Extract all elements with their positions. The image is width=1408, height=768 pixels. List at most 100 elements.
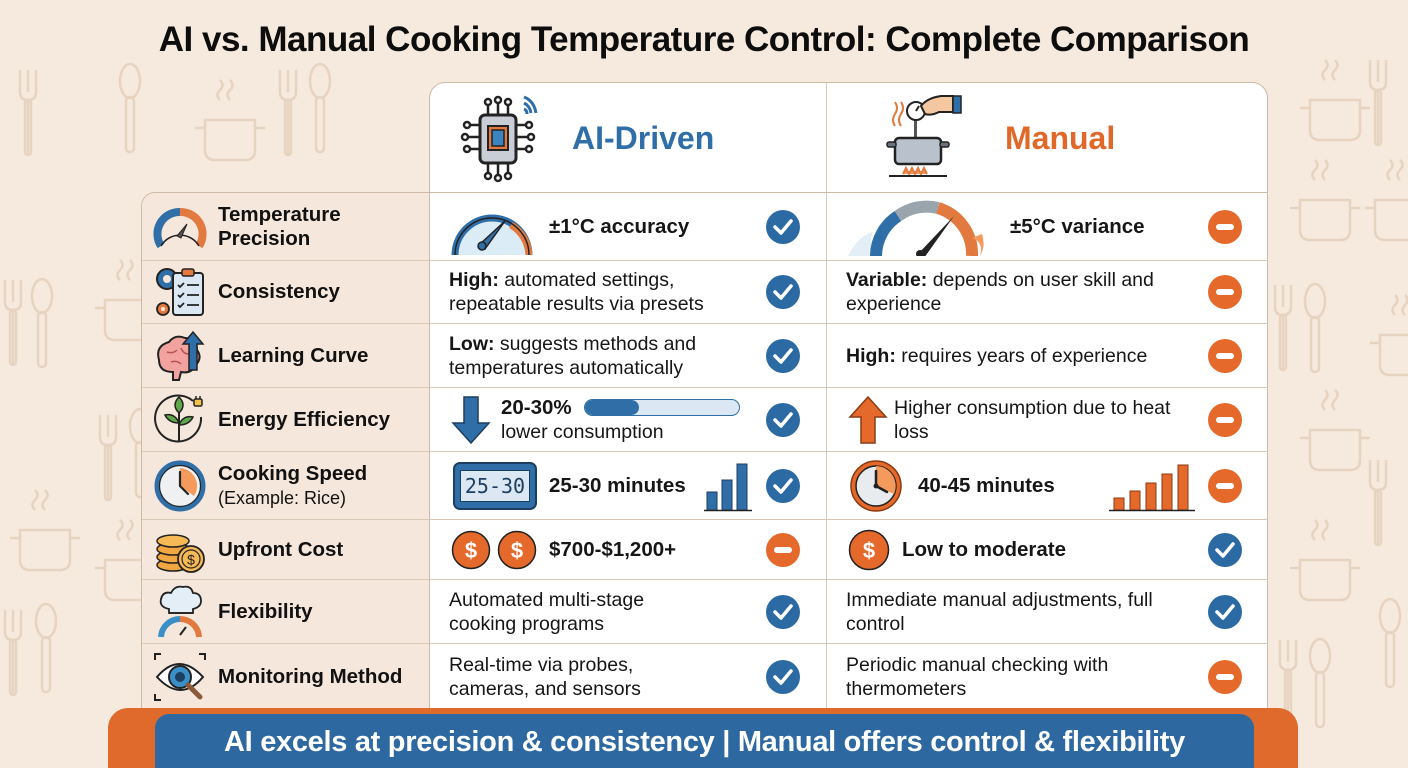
time-bar-chart-icon [704,463,752,512]
manual-cell: Higher consumption due to heat loss [827,388,1267,451]
minus-icon [1208,209,1242,244]
summary-text: AI excels at precision & consistency | M… [224,726,1185,758]
analog-clock-icon [850,459,902,512]
ai-value-emphasis: High: [449,269,499,291]
chef-hat-gauge-icon [152,585,208,638]
energy-saving-detail: lower consumption [501,420,664,443]
double-dollar-icon: $ $ [451,530,537,570]
table-row-upfront-cost: $ Upfront Cost $ $ $700-$1,200+ $ Low to… [142,520,1267,580]
minus-icon [1208,275,1242,309]
manual-cell: 40-45 minutes [827,452,1267,519]
minus-icon [1208,468,1242,503]
table-row-cooking-speed: Cooking Speed (Example: Rice) 25-30 25-3… [142,452,1267,520]
ai-chip-icon [460,95,538,182]
row-label-text: Consistency [218,280,340,303]
ai-value-detail: automated settings, repeatable results v… [449,269,704,315]
manual-cell: Immediate manual adjustments, full contr… [827,580,1267,643]
coins-icon: $ [152,524,208,576]
ai-value: Low: suggests methods and temperatures a… [449,332,739,380]
brain-arrow-icon [152,330,208,382]
check-icon [766,338,800,373]
table-row-learning-curve: Learning Curve Low: suggests methods and… [142,324,1267,388]
ai-value: Real-time via probes, cameras, and senso… [449,654,641,700]
manual-cell: High: requires years of experience [827,324,1267,387]
manual-value-detail: requires years of experience [895,344,1148,367]
table-row-energy-efficiency: Energy Efficiency 20-30% lower consumpti… [142,388,1267,452]
manual-column-title: Manual [1005,120,1116,156]
row-label: Monitoring Method [142,644,430,708]
row-label: Temperature Precision [142,193,430,260]
manual-value: Periodic manual checking with thermomete… [846,654,1109,700]
row-label-text: Flexibility [218,599,313,623]
check-icon [1208,532,1242,567]
row-label: Energy Efficiency [142,388,430,451]
manual-value: Immediate manual adjustments, full contr… [846,588,1153,635]
manual-cell: ±5°C variance [827,193,1267,260]
check-icon [766,468,800,503]
manual-value-detail: depends on user skill and experience [846,269,1154,315]
svg-text:$: $ [863,538,875,563]
summary-banner-inner: AI excels at precision & consistency | M… [155,714,1254,768]
row-label-sub: (Example: Rice) [218,487,347,508]
column-header-card: AI-Driven Manual [429,82,1268,194]
ai-value-detail: suggests methods and temperatures automa… [449,332,697,379]
ai-cell: ±1°C accuracy [430,193,827,260]
ai-value: Automated multi-stage cooking programs [449,588,645,635]
check-icon [766,660,800,694]
precision-dial-icon [451,214,533,255]
table-row-flexibility: Flexibility Automated multi-stage cookin… [142,580,1267,644]
table-row-consistency: Consistency High: automated settings, re… [142,261,1267,324]
ai-value: $700-$1,200+ [549,537,677,561]
ai-value: 25-30 minutes [549,473,686,497]
page-title: AI vs. Manual Cooking Temperature Contro… [158,20,1250,59]
ai-column-title: AI-Driven [572,120,715,156]
row-label: Flexibility [142,580,430,643]
row-label: Consistency [142,261,430,323]
summary-banner: AI excels at precision & consistency | M… [108,708,1298,768]
ai-cell: $ $ $700-$1,200+ [430,520,827,579]
energy-progress-bar [583,399,740,416]
comparison-table: Temperature Precision ±1°C accuracy [141,192,1268,709]
manual-value: 40-45 minutes [918,473,1055,497]
variance-gauge-icon [848,200,984,256]
timer-display: 25-30 [460,469,530,502]
arrow-down-icon [451,395,491,444]
energy-progress-fill [584,400,639,415]
row-label-text: Learning Curve [218,343,369,367]
gauge-icon [152,201,208,253]
leaf-plug-icon [152,393,208,446]
row-label-text: Energy Efficiency [218,407,391,431]
pot-thermometer-icon [886,94,962,177]
manual-value: Higher consumption due to heat loss [894,396,1171,443]
minus-icon [1208,402,1242,437]
row-label: Learning Curve [142,324,430,387]
row-label-text: Cooking Speed (Example: Rice) [218,462,367,510]
column-header-ai: AI-Driven [430,83,827,194]
manual-value: Low to moderate [902,537,1067,561]
table-row-monitoring-method: Monitoring Method Real-time via probes, … [142,644,1267,708]
check-icon [766,275,800,309]
manual-value-emphasis: Variable: [846,269,928,291]
svg-text:$: $ [511,538,523,563]
check-icon [766,402,800,437]
row-label-main: Cooking Speed [218,461,368,485]
check-icon [1208,594,1242,629]
ai-value-emphasis: Low: [449,332,495,355]
svg-text:$: $ [187,551,195,567]
table-row-temperature-precision: Temperature Precision ±1°C accuracy [142,193,1267,261]
dollar-icon: $ [848,529,890,570]
digital-timer-icon: 25-30 [453,461,537,510]
svg-text:$: $ [465,538,477,563]
minus-icon [766,532,800,567]
minus-icon [1208,660,1242,694]
minus-icon [1208,338,1242,373]
ai-value: High: automated settings, repeatable res… [449,268,749,316]
row-label: $ Upfront Cost [142,520,430,579]
ai-cell: High: automated settings, repeatable res… [430,261,827,323]
row-label-text: Monitoring Method [218,665,403,688]
manual-value: High: requires years of experience [846,344,1147,368]
ai-cell: Automated multi-stage cooking programs [430,580,827,643]
manual-cell: Variable: depends on user skill and expe… [827,261,1267,323]
column-header-manual: Manual [827,83,1267,194]
energy-saving-line: 20-30% [501,396,740,420]
